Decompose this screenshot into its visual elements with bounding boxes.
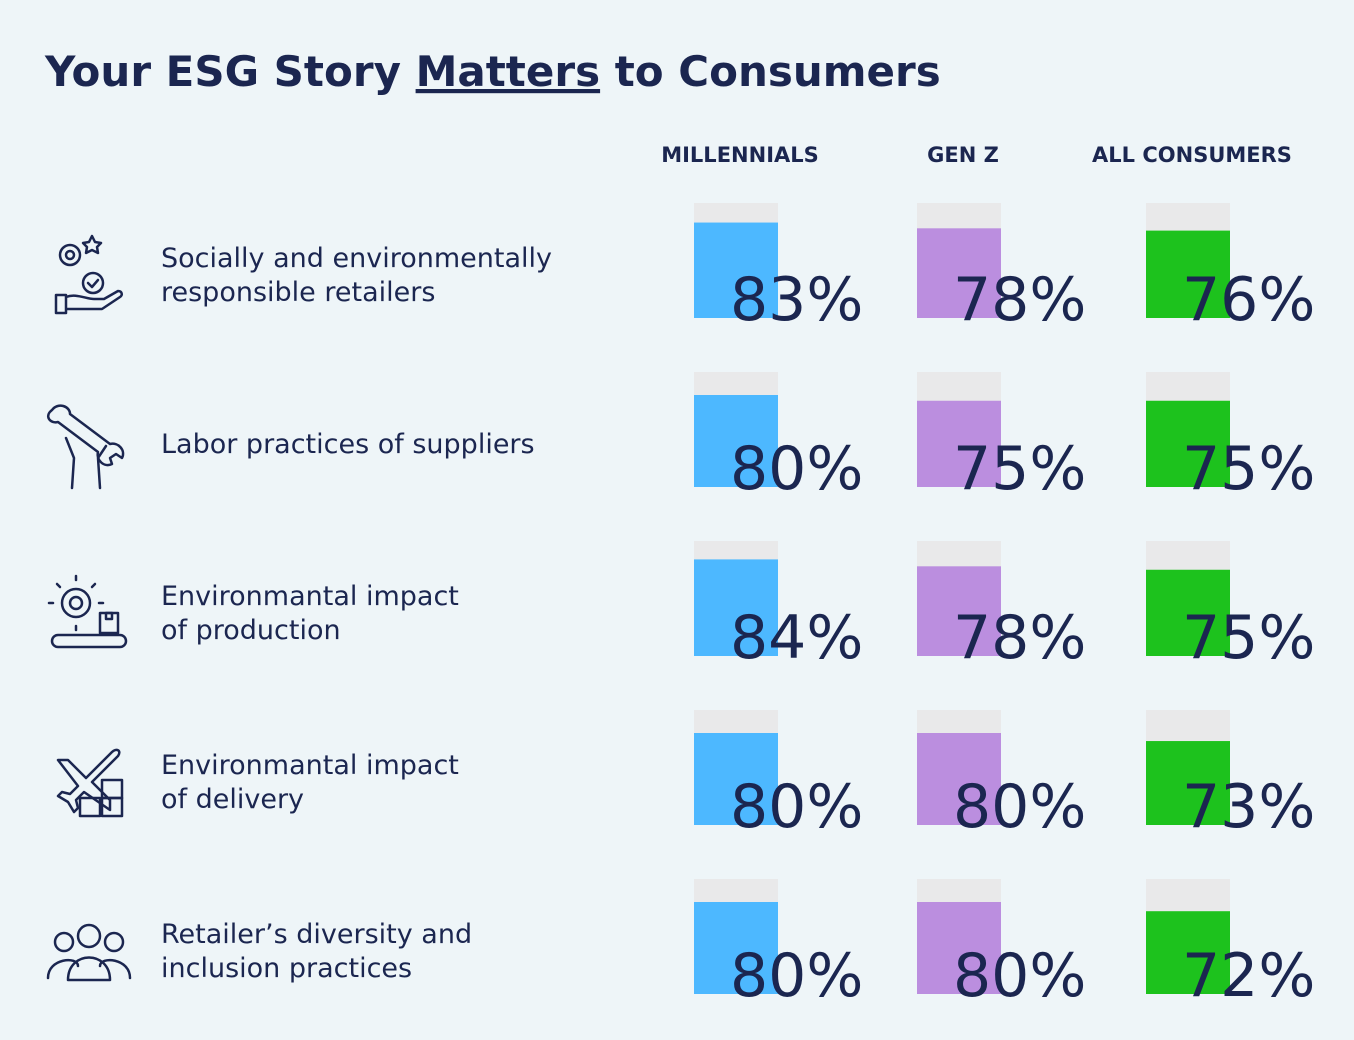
row-label: Environmantal impact xyxy=(161,581,459,612)
value-label: 75% xyxy=(1182,434,1315,504)
value-label: 80% xyxy=(730,434,863,504)
value-label: 75% xyxy=(953,434,1086,504)
bar xyxy=(1146,230,1230,318)
icon-labor xyxy=(47,404,125,490)
value-label: 80% xyxy=(730,941,863,1011)
title-part: Your ESG Story xyxy=(44,47,401,96)
value-label: 80% xyxy=(730,772,863,842)
bar xyxy=(1146,400,1230,487)
value-label: 72% xyxy=(1182,941,1315,1011)
value-label: 80% xyxy=(953,772,1086,842)
bar xyxy=(694,902,778,994)
bar xyxy=(917,228,1001,318)
value-label: 84% xyxy=(730,603,863,673)
icon-production xyxy=(47,574,128,649)
value-label: 73% xyxy=(1182,772,1315,842)
row-label: of production xyxy=(161,615,341,646)
column-header: MILLENNIALS xyxy=(661,143,819,167)
icon-diversity xyxy=(46,923,132,982)
icon-responsible xyxy=(54,234,123,315)
bar xyxy=(1146,569,1230,656)
row-label: Retailer’s diversity and xyxy=(161,919,472,950)
row-label: Socially and environmentally xyxy=(161,243,552,274)
row-label: responsible retailers xyxy=(161,277,435,308)
bar xyxy=(694,395,778,487)
bar xyxy=(694,733,778,825)
value-label: 80% xyxy=(953,941,1086,1011)
bar xyxy=(917,902,1001,994)
value-label: 78% xyxy=(953,265,1086,335)
chart-title: Your ESG Story Matters to Consumers xyxy=(44,47,941,96)
bar xyxy=(694,222,778,318)
value-label: 78% xyxy=(953,603,1086,673)
row-label: of delivery xyxy=(161,784,304,815)
bar xyxy=(917,400,1001,487)
value-label: 83% xyxy=(730,265,863,335)
bar xyxy=(694,559,778,656)
bar xyxy=(917,566,1001,656)
column-header: ALL CONSUMERS xyxy=(1092,143,1292,167)
row-label: inclusion practices xyxy=(161,953,412,984)
value-label: 76% xyxy=(1182,265,1315,335)
bar xyxy=(917,733,1001,825)
row-label: Labor practices of suppliers xyxy=(161,429,535,460)
title-part: to Consumers xyxy=(615,47,941,96)
title-emphasis: Matters xyxy=(416,47,601,96)
column-header: GEN Z xyxy=(927,143,999,167)
bar xyxy=(1146,741,1230,825)
value-label: 75% xyxy=(1182,603,1315,673)
row-label: Environmantal impact xyxy=(161,750,459,781)
icon-delivery xyxy=(56,748,124,818)
bar xyxy=(1146,911,1230,994)
